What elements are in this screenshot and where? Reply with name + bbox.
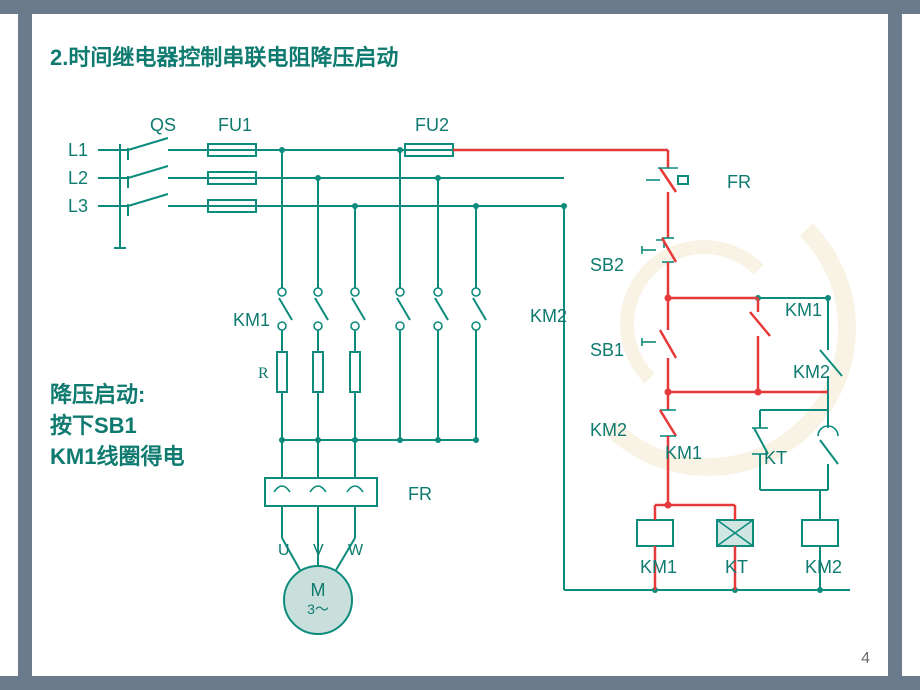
- label-qs: QS: [150, 115, 176, 136]
- label-sb2: SB2: [590, 255, 624, 276]
- label-v: V: [313, 542, 324, 560]
- label-km1-coil: KM1: [640, 557, 677, 578]
- label-r: R: [258, 365, 269, 383]
- label-km2-aux: KM2: [793, 362, 830, 383]
- label-fr-right: FR: [727, 172, 751, 193]
- label-kt-coil: KT: [725, 557, 748, 578]
- circuit-diagram: M3～: [0, 0, 920, 690]
- label-u: U: [278, 542, 290, 560]
- label-km2-rside: KM2: [590, 420, 627, 441]
- label-fr-mid: FR: [408, 484, 432, 505]
- label-kt-ct: KT: [764, 448, 787, 469]
- label-km2-coil: KM2: [805, 557, 842, 578]
- label-sb1: SB1: [590, 340, 624, 361]
- svg-text:M: M: [311, 580, 326, 600]
- label-fu2: FU2: [415, 115, 449, 136]
- label-l1: L1: [68, 140, 88, 161]
- label-l3: L3: [68, 196, 88, 217]
- label-w: W: [348, 542, 363, 560]
- label-km1-left: KM1: [233, 310, 270, 331]
- label-l2: L2: [68, 168, 88, 189]
- label-km1-nc: KM1: [665, 443, 702, 464]
- label-km2-mid: KM2: [530, 306, 567, 327]
- label-km1-aux: KM1: [785, 300, 822, 321]
- svg-text:3～: 3～: [307, 601, 329, 617]
- label-fu1: FU1: [218, 115, 252, 136]
